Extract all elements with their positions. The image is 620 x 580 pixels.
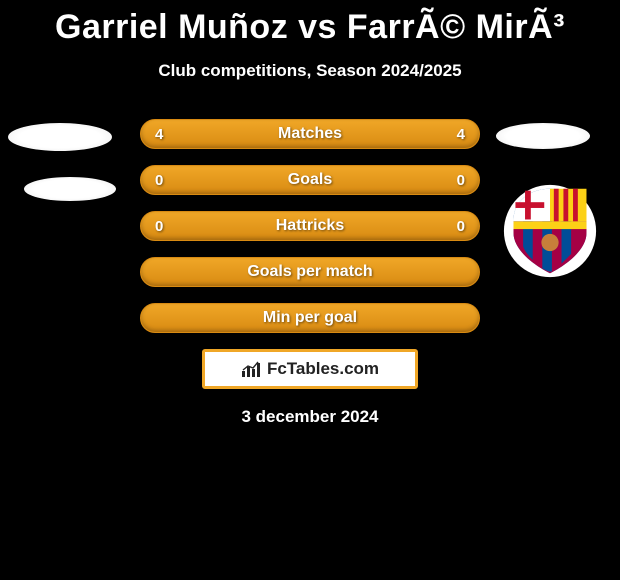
- stat-bar: Min per goal: [140, 303, 480, 333]
- stat-label: Goals: [141, 171, 479, 189]
- bar-chart-icon: [241, 360, 263, 378]
- player1-placeholder-icon: [8, 123, 112, 151]
- stat-bar: 0Goals0: [140, 165, 480, 195]
- stat-label: Hattricks: [141, 217, 479, 235]
- club-badge-icon: [502, 183, 598, 279]
- brand-badge[interactable]: FcTables.com: [202, 349, 418, 389]
- stat-bar: 0Hattricks0: [140, 211, 480, 241]
- stat-label: Matches: [141, 125, 479, 143]
- stat-label: Min per goal: [141, 309, 479, 327]
- player1-placeholder-icon-2: [24, 177, 116, 201]
- stat-bar: Goals per match: [140, 257, 480, 287]
- subtitle: Club competitions, Season 2024/2025: [0, 61, 620, 81]
- brand-label: FcTables.com: [267, 359, 379, 379]
- stat-bars: 4Matches4 0Goals0 0Hattricks0 Goals per mat…: [140, 119, 480, 333]
- player2-placeholder-icon: [496, 123, 590, 149]
- date-label: 3 december 2024: [0, 407, 620, 427]
- comparison-panel: 4Matches4 0Goals0 0Hattricks0 Goals per mat…: [0, 119, 620, 427]
- stat-label: Goals per match: [141, 263, 479, 281]
- page-title: Garriel Muñoz vs FarrÃ© MirÃ³: [0, 0, 620, 47]
- stat-bar: 4Matches4: [140, 119, 480, 149]
